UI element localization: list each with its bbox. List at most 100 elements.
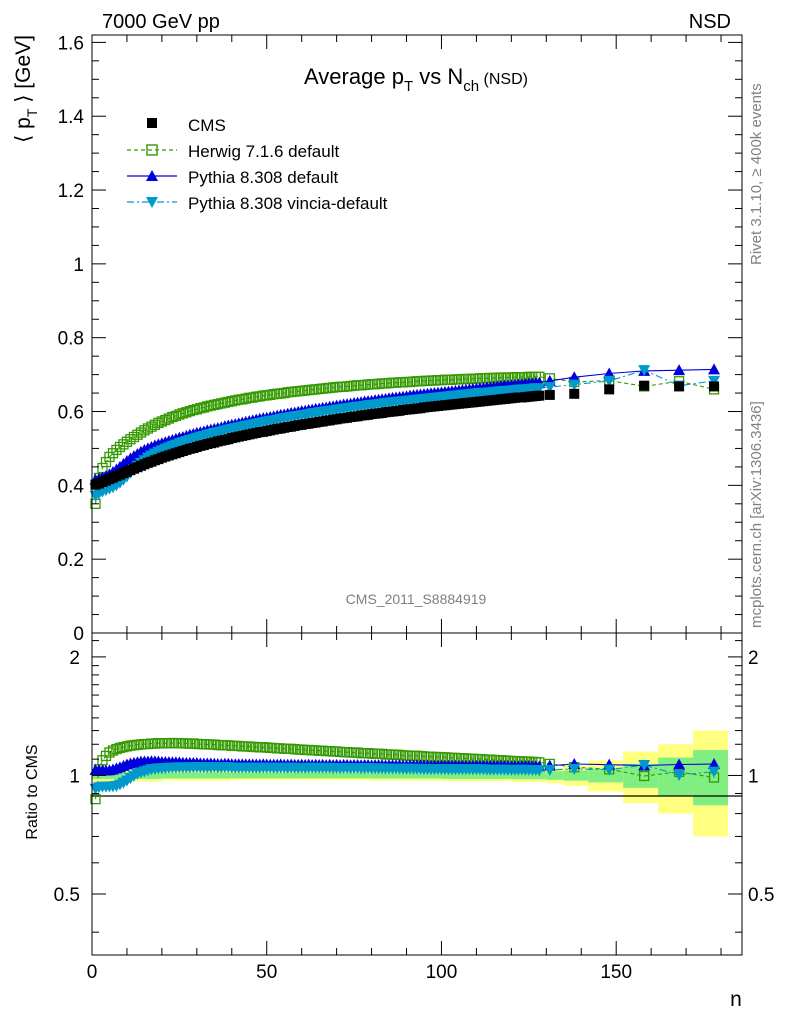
point-herwig	[107, 448, 119, 459]
point-herwig	[142, 423, 154, 434]
ratio-point-herwig	[111, 743, 122, 755]
ratio-point-herwig	[118, 741, 129, 753]
y-tick-label: 0	[73, 624, 84, 645]
y-axis-label: ⟨ pT ⟩ [GeV]	[12, 35, 40, 143]
point-pythia	[568, 371, 581, 383]
point-herwig	[188, 404, 199, 416]
point-cms	[639, 380, 650, 391]
ratio-point-vincia	[708, 766, 721, 778]
point-cms	[534, 390, 545, 401]
ratio-y-axis-label: Ratio to CMS	[24, 744, 41, 839]
point-herwig	[226, 396, 237, 407]
rivet-label: Rivet 3.1.10, ≥ 400k events	[748, 83, 765, 265]
ratio-point-vincia	[568, 763, 581, 775]
point-herwig	[184, 405, 195, 417]
point-herwig	[104, 451, 115, 463]
point-vincia	[603, 375, 616, 387]
point-herwig	[163, 413, 175, 424]
point-herwig	[216, 398, 227, 409]
point-herwig	[160, 414, 171, 426]
ratio-y-tick-label: 2	[69, 648, 80, 669]
error-band-inner	[693, 750, 729, 806]
ratio-panel: 0.5 0.5 1 1 2 2 0 50 100 150 Ratio to CMS n	[24, 632, 774, 1011]
point-herwig	[177, 408, 189, 419]
y-tick-label: 0.4	[58, 476, 85, 497]
y-tick-label: 1.4	[58, 107, 85, 128]
ratio-point-vincia	[673, 769, 686, 781]
point-pythia	[603, 367, 616, 379]
point-vincia	[543, 382, 556, 394]
point-herwig	[100, 456, 112, 468]
point-herwig	[279, 387, 290, 399]
point-cms	[544, 389, 555, 400]
point-herwig	[111, 444, 122, 456]
y-tick-label: 0.8	[58, 329, 84, 350]
point-herwig	[114, 441, 126, 453]
header-left: 7000 GeV pp	[102, 11, 220, 33]
ratio-y-tick-label: 1	[69, 766, 80, 787]
analysis-label: CMS_2011_S8884919	[346, 591, 487, 607]
ratio-y-tick-label: 1	[748, 766, 759, 787]
error-band-inner	[231, 772, 302, 779]
point-herwig	[202, 401, 213, 412]
point-herwig	[230, 395, 241, 406]
legend-label-vincia: Pythia 8.308 vincia-default	[188, 194, 388, 213]
ratio-point-herwig	[639, 770, 650, 782]
point-herwig	[149, 419, 161, 430]
y-tick-label: 1	[73, 255, 84, 276]
ratio-point-herwig	[114, 742, 126, 754]
point-herwig	[191, 404, 202, 415]
chart-title: Average pT vs Nch (NSD)	[304, 64, 528, 95]
legend-label-herwig: Herwig 7.1.6 default	[188, 142, 339, 161]
legend-label-pythia: Pythia 8.308 default	[188, 168, 339, 187]
point-cms	[569, 388, 580, 399]
ratio-point-herwig	[107, 745, 119, 756]
y-tick-label: 1.2	[58, 181, 84, 202]
point-vincia	[568, 379, 581, 391]
series-line-herwig	[94, 376, 715, 504]
ratio-point-herwig	[104, 747, 115, 758]
point-herwig	[205, 400, 216, 411]
point-herwig	[212, 398, 223, 410]
error-band-inner	[301, 772, 372, 779]
error-band-inner	[588, 768, 624, 783]
point-vincia	[708, 375, 721, 387]
x-tick-label: 0	[87, 962, 98, 983]
ratio-point-pythia	[708, 758, 721, 770]
point-vincia	[638, 365, 651, 377]
point-herwig	[254, 391, 265, 402]
legend-marker-cms	[147, 118, 157, 128]
ratio-point-vincia	[638, 760, 651, 772]
y-tick-label: 1.6	[58, 33, 84, 54]
header-right: NSD	[689, 11, 731, 33]
point-herwig	[195, 403, 206, 414]
point-herwig	[209, 399, 220, 411]
error-band-inner	[441, 772, 512, 779]
legend-label-cms: CMS	[188, 116, 226, 135]
y-tick-label: 0.2	[58, 550, 84, 571]
point-herwig	[265, 389, 276, 401]
point-pythia	[673, 364, 686, 376]
ratio-point-vincia	[543, 764, 556, 776]
x-tick-label: 150	[600, 962, 632, 983]
ratio-point-vincia	[603, 764, 616, 776]
legend-marker-vincia	[146, 197, 158, 208]
main-panel: 0 0.2 0.4 0.6 0.8 1 1.2 1.4 1.6 Average pT vs Nc…	[12, 33, 743, 645]
error-band-inner	[546, 771, 564, 780]
point-cms	[709, 381, 720, 392]
point-herwig	[139, 425, 150, 436]
point-herwig	[156, 416, 168, 427]
ratio-y-tick-label: 2	[748, 648, 759, 669]
ratio-y-tick-label: 0.5	[54, 885, 80, 906]
point-herwig	[240, 393, 251, 404]
point-cms	[604, 384, 615, 395]
point-herwig	[181, 407, 192, 418]
legend: CMS Herwig 7.1.6 default Pythia 8.308 de…	[127, 116, 388, 213]
ratio-frame	[91, 632, 743, 956]
point-herwig	[237, 394, 248, 405]
point-herwig	[167, 411, 178, 423]
ratio-point-herwig	[121, 741, 133, 752]
point-herwig	[118, 439, 129, 450]
error-band-inner	[161, 772, 232, 779]
